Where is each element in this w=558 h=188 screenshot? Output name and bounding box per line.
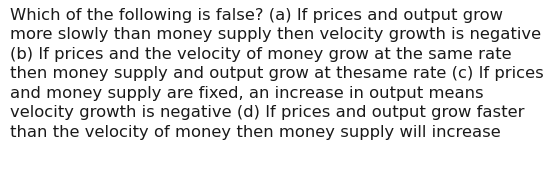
Text: Which of the following is false? (a) If prices and output grow
more slowly than : Which of the following is false? (a) If …	[10, 8, 544, 140]
